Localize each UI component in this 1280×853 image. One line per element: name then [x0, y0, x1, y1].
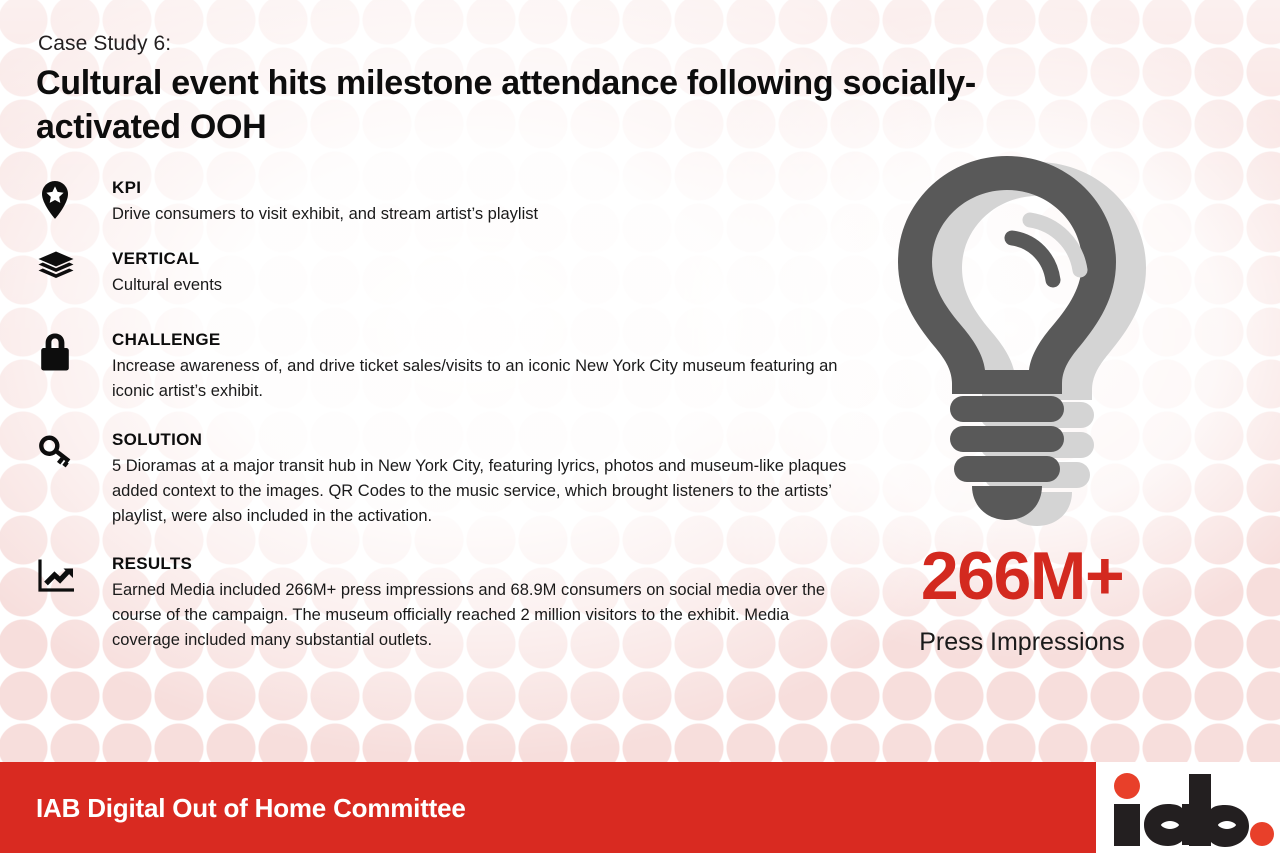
section-body: Drive consumers to visit exhibit, and st…: [112, 205, 539, 223]
section-title: SOLUTION: [112, 430, 203, 450]
section-title: KPI: [112, 178, 142, 197]
sections-list: KPI Drive consumers to visit exhibit, an…: [0, 178, 880, 653]
section-title: CHALLENGE: [112, 330, 221, 350]
section-kpi: KPI Drive consumers to visit exhibit, an…: [0, 178, 880, 227]
section-challenge: CHALLENGE Increase awareness of, and dri…: [0, 330, 880, 404]
stat-label: Press Impressions: [919, 628, 1125, 656]
trend-chart-icon: [38, 556, 82, 598]
footer-red-bar: [0, 762, 1096, 853]
iab-logo: [1106, 770, 1274, 850]
stat-value: 266M+: [920, 538, 1125, 614]
footer: IAB Digital Out of Home Committee: [0, 762, 1280, 853]
padlock-icon: [38, 332, 82, 374]
section-solution: SOLUTION 5 Dioramas at a major transit h…: [0, 430, 880, 529]
section-body: Earned Media included 266M+ press impres…: [112, 580, 826, 649]
key-icon: [38, 432, 82, 474]
section-body: Increase awareness of, and drive ticket …: [112, 357, 838, 401]
section-title: VERTICAL: [112, 249, 200, 269]
section-results: RESULTS Earned Media included 266M+ pres…: [0, 554, 880, 653]
section-vertical: VERTICAL Cultural events: [0, 249, 880, 298]
case-study-eyebrow: Case Study 6:: [38, 32, 172, 55]
section-title: RESULTS: [112, 553, 193, 573]
lightbulb-icon: [862, 146, 1192, 536]
footer-committee-label: IAB Digital Out of Home Committee: [36, 793, 466, 823]
slide-content: Case Study 6: Cultural event hits milest…: [0, 32, 1192, 656]
layers-icon: [38, 251, 82, 293]
section-body: 5 Dioramas at a major transit hub in New…: [112, 457, 847, 526]
section-body: Cultural events: [112, 276, 223, 295]
page-title: Cultural event hits milestone attendance…: [36, 64, 976, 146]
map-pin-star-icon: [38, 180, 82, 222]
